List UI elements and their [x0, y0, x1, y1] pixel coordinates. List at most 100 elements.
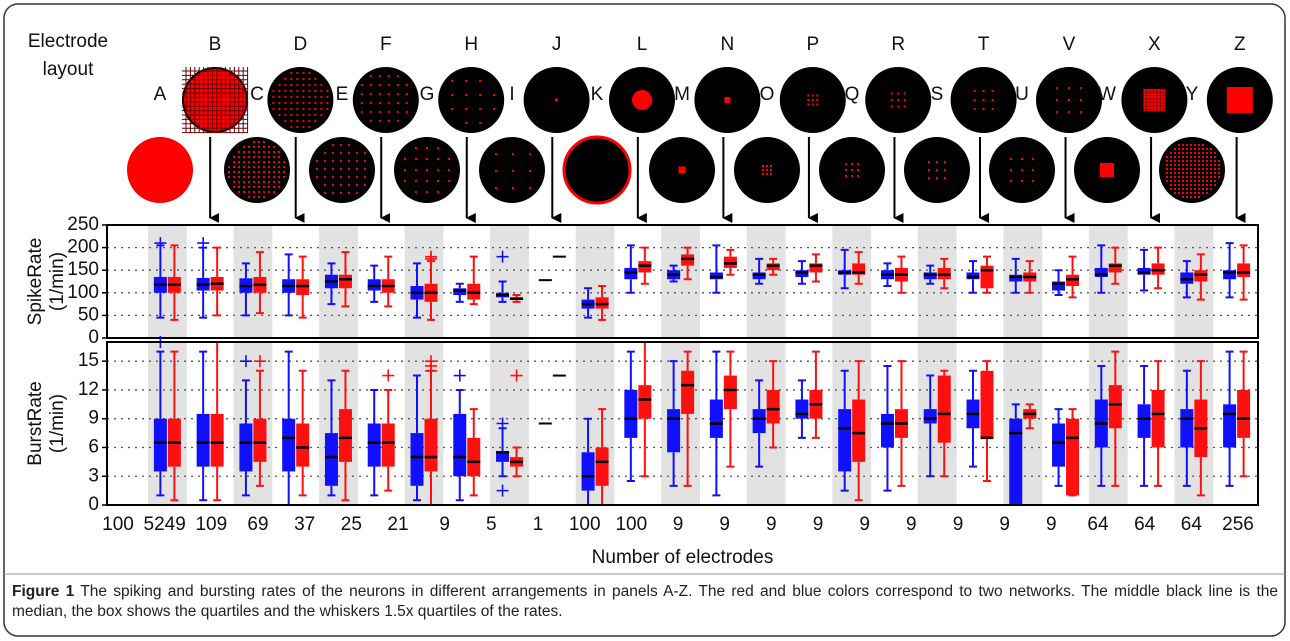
electrode-dot [974, 108, 976, 110]
column-shade [1089, 225, 1128, 338]
column-shade [319, 342, 358, 505]
whisker [370, 266, 378, 280]
electrode-dot [891, 106, 893, 108]
electrode-dot [233, 176, 235, 178]
electrode-dot [272, 90, 274, 92]
electrode-dot [284, 102, 286, 104]
electrode-dot [324, 176, 326, 178]
electrode-dot [1174, 176, 1176, 178]
column-shade [405, 342, 444, 505]
whisker [812, 419, 820, 438]
electrode-dot [1218, 164, 1220, 166]
column-shade [490, 342, 529, 505]
whisker [1055, 270, 1063, 281]
electrode-dot [284, 78, 286, 80]
electrode-dot [258, 196, 260, 198]
electrode-dot [296, 84, 298, 86]
whisker [983, 257, 991, 266]
electrode-dot [1194, 192, 1196, 194]
electrode-dot [1182, 168, 1184, 170]
y-tick-label: 15 [78, 350, 99, 371]
electrode-dot [397, 111, 399, 113]
electrode-dot [437, 169, 439, 171]
electrode-dot [1182, 196, 1184, 198]
x-tick-label: 1 [533, 514, 544, 535]
electrode-dot [348, 176, 350, 178]
box [382, 424, 395, 467]
electrode-dot [1182, 152, 1184, 154]
electrode-dot [268, 176, 270, 178]
electrode-icon [564, 137, 630, 203]
electrode-icon [394, 137, 460, 203]
whisker [627, 245, 635, 268]
electrode-dot [1202, 152, 1204, 154]
electrode-dot [851, 175, 853, 177]
electrode-dot [272, 96, 274, 98]
electrode-dot [243, 191, 245, 193]
electrode-dot [326, 90, 328, 92]
y-tick-label: 0 [88, 327, 99, 348]
electrode-dot [263, 176, 265, 178]
electrode-dot [1021, 169, 1023, 171]
electrode-dot [273, 146, 275, 148]
column-shade [148, 342, 187, 505]
whisker [470, 409, 478, 438]
electrode-icon [694, 67, 760, 133]
electrode-label: R [891, 34, 905, 55]
electrode-icon [309, 137, 375, 203]
electrode-dot [243, 151, 245, 153]
electrode-dot [1198, 172, 1200, 174]
whisker [456, 295, 464, 302]
box [753, 409, 766, 433]
whisker [299, 371, 307, 424]
electrode-dot [770, 165, 772, 167]
whisker [1055, 409, 1063, 423]
x-tick-label: 9 [439, 514, 450, 535]
electrode-dot [1186, 188, 1188, 190]
whisker [1226, 352, 1234, 405]
electrode-dot [1182, 148, 1184, 150]
electrode-dot [1021, 180, 1023, 182]
whisker [798, 277, 806, 284]
electrode-dot [284, 120, 286, 122]
electrode-dot [314, 114, 316, 116]
electrode-dot [1186, 172, 1188, 174]
whisker [1240, 352, 1248, 390]
electrode-label: X [1148, 34, 1161, 55]
electrode-dot [1210, 152, 1212, 154]
electrode-dot [268, 181, 270, 183]
electrode-dot [1210, 168, 1212, 170]
box [239, 424, 252, 472]
electrode-dot [426, 169, 428, 171]
whisker [370, 291, 378, 302]
electrode-dot [495, 187, 497, 189]
electrode-dot [857, 175, 859, 177]
electrode-dot [314, 120, 316, 122]
electrode-dot [1068, 87, 1070, 89]
electrode-dot [263, 161, 265, 163]
electrode-dot [1210, 184, 1212, 186]
electrode-dot [1178, 144, 1180, 146]
electrode-dot [1178, 176, 1180, 178]
whisker [384, 390, 392, 424]
electrode-label: P [806, 34, 819, 55]
electrode-dot [1190, 184, 1192, 186]
column-shade [148, 225, 187, 338]
x-tick-label: 9 [673, 514, 684, 535]
electrode-dot [1202, 164, 1204, 166]
electrode-dot [845, 169, 847, 171]
column-shade [1089, 342, 1128, 505]
whisker [812, 254, 820, 263]
box [667, 409, 680, 452]
electrode-dot [1198, 164, 1200, 166]
electrode-dot [1214, 156, 1216, 158]
electrode-dot [258, 166, 260, 168]
electrode-dot [1178, 184, 1180, 186]
electrode-dot [316, 160, 318, 162]
electrode-dot [243, 171, 245, 173]
electrode-dot [296, 72, 298, 74]
electrode-dot [233, 166, 235, 168]
electrode-dot [1178, 192, 1180, 194]
electrode-dot [302, 102, 304, 104]
column-shade [918, 225, 957, 338]
